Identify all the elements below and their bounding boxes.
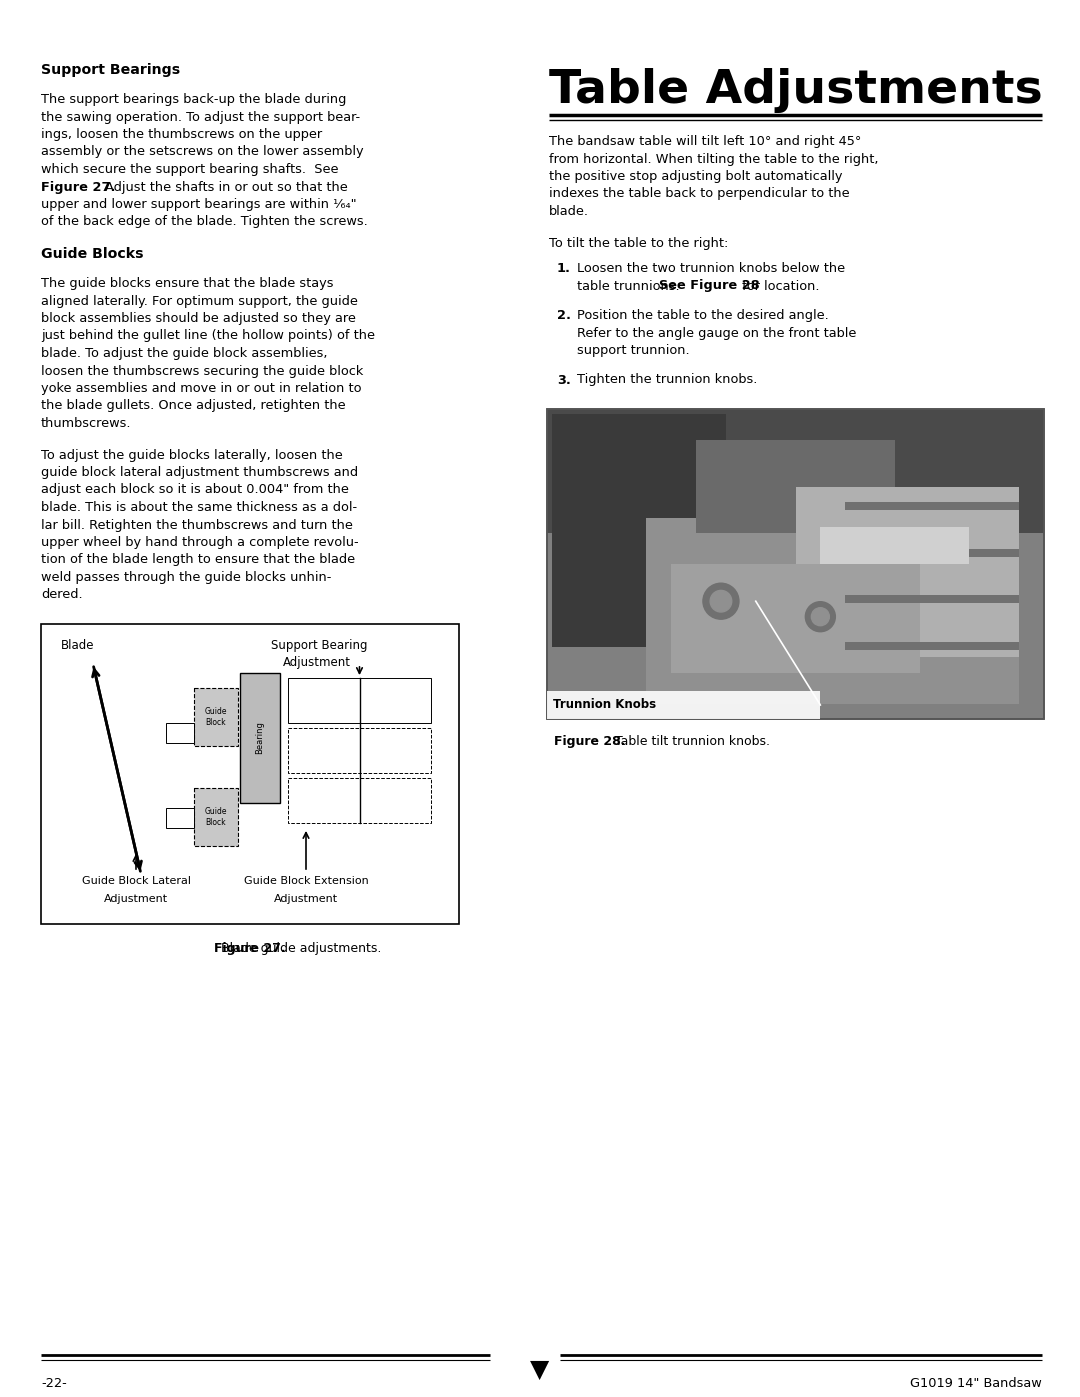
Circle shape	[806, 602, 835, 631]
Text: Blade: Blade	[60, 638, 95, 652]
Bar	[166, 724, 194, 743]
Text: for location.: for location.	[738, 279, 820, 292]
Text: loosen the thumbscrews securing the guide block: loosen the thumbscrews securing the guid…	[41, 365, 363, 377]
Text: Tighten the trunnion knobs.: Tighten the trunnion knobs.	[577, 373, 757, 387]
Text: Refer to the angle gauge on the front table: Refer to the angle gauge on the front ta…	[577, 327, 856, 339]
Bar	[194, 788, 238, 847]
Text: table trunnions.: table trunnions.	[577, 279, 684, 292]
Text: 1.: 1.	[557, 263, 571, 275]
Text: assembly or the setscrews on the lower assembly: assembly or the setscrews on the lower a…	[41, 145, 364, 158]
Text: 2.: 2.	[557, 309, 571, 321]
Text: adjust each block so it is about 0.004" from the: adjust each block so it is about 0.004" …	[41, 483, 349, 496]
Text: just behind the gullet line (the hollow points) of the: just behind the gullet line (the hollow …	[41, 330, 375, 342]
Bar	[194, 687, 238, 746]
Text: of the back edge of the blade. Tighten the screws.: of the back edge of the blade. Tighten t…	[41, 215, 368, 229]
Bar	[846, 641, 1020, 650]
Text: G1019 14" Bandsaw: G1019 14" Bandsaw	[910, 1377, 1042, 1390]
Text: Guide
Block: Guide Block	[205, 807, 227, 827]
Text: Bearing: Bearing	[256, 722, 265, 754]
Text: Support Bearings: Support Bearings	[41, 63, 180, 77]
Text: Figure 27.: Figure 27.	[41, 180, 116, 194]
Text: tion of the blade length to ensure that the blade: tion of the blade length to ensure that …	[41, 553, 355, 567]
Text: The support bearings back-up the blade during: The support bearings back-up the blade d…	[41, 94, 347, 106]
Text: The bandsaw table will tilt left 10° and right 45°: The bandsaw table will tilt left 10° and…	[549, 136, 862, 148]
Bar	[288, 728, 431, 773]
Text: block assemblies should be adjusted so they are: block assemblies should be adjusted so t…	[41, 312, 356, 326]
Text: Figure 28.: Figure 28.	[554, 735, 625, 747]
Text: Adjust the shafts in or out so that the: Adjust the shafts in or out so that the	[102, 180, 348, 194]
Bar	[821, 527, 970, 564]
Text: which secure the support bearing shafts.  See: which secure the support bearing shafts.…	[41, 163, 338, 176]
Bar	[546, 409, 1044, 719]
Text: Loosen the two trunnion knobs below the: Loosen the two trunnion knobs below the	[577, 263, 846, 275]
Text: indexes the table back to perpendicular to the: indexes the table back to perpendicular …	[549, 187, 850, 201]
Text: lar bill. Retighten the thumbscrews and turn the: lar bill. Retighten the thumbscrews and …	[41, 518, 353, 531]
Bar	[647, 517, 1020, 704]
Text: See Figure 28: See Figure 28	[659, 279, 759, 292]
Text: Table tilt trunnion knobs.: Table tilt trunnion knobs.	[611, 735, 770, 747]
Text: the sawing operation. To adjust the support bear-: the sawing operation. To adjust the supp…	[41, 110, 360, 123]
Bar	[546, 692, 821, 719]
Text: Adjustment: Adjustment	[104, 894, 168, 904]
Text: upper wheel by hand through a complete revolu-: upper wheel by hand through a complete r…	[41, 536, 359, 549]
Text: weld passes through the guide blocks unhin-: weld passes through the guide blocks unh…	[41, 571, 332, 584]
Text: the blade gullets. Once adjusted, retighten the: the blade gullets. Once adjusted, retigh…	[41, 400, 346, 412]
Text: Position the table to the desired angle.: Position the table to the desired angle.	[577, 309, 828, 321]
Text: upper and lower support bearings are within ¹⁄₆₄": upper and lower support bearings are wit…	[41, 198, 356, 211]
Text: Guide Block Extension: Guide Block Extension	[244, 876, 368, 886]
Bar	[846, 549, 1020, 556]
Circle shape	[711, 591, 732, 612]
Text: 3.: 3.	[557, 373, 571, 387]
Text: Guide
Block: Guide Block	[205, 707, 227, 726]
Text: Adjustment: Adjustment	[274, 894, 338, 904]
Text: Support Bearing: Support Bearing	[271, 638, 367, 652]
Text: To adjust the guide blocks laterally, loosen the: To adjust the guide blocks laterally, lo…	[41, 448, 342, 461]
Text: blade. This is about the same thickness as a dol-: blade. This is about the same thickness …	[41, 502, 357, 514]
Text: blade. To adjust the guide block assemblies,: blade. To adjust the guide block assembl…	[41, 346, 327, 360]
Bar	[846, 595, 1020, 604]
Bar	[240, 673, 280, 803]
Bar	[546, 409, 1044, 534]
Text: aligned laterally. For optimum support, the guide: aligned laterally. For optimum support, …	[41, 295, 357, 307]
Text: thumbscrews.: thumbscrews.	[41, 416, 132, 430]
Circle shape	[811, 608, 829, 626]
Text: support trunnion.: support trunnion.	[577, 344, 690, 358]
Circle shape	[703, 583, 739, 619]
Text: Guide Block Lateral: Guide Block Lateral	[81, 876, 190, 886]
Text: blade.: blade.	[549, 205, 589, 218]
Text: yoke assemblies and move in or out in relation to: yoke assemblies and move in or out in re…	[41, 381, 362, 395]
Text: ▼: ▼	[530, 1358, 550, 1382]
Text: from horizontal. When tilting the table to the right,: from horizontal. When tilting the table …	[549, 152, 878, 165]
Text: dered.: dered.	[41, 588, 83, 602]
Text: -22-: -22-	[41, 1377, 67, 1390]
Text: the positive stop adjusting bolt automatically: the positive stop adjusting bolt automat…	[549, 170, 842, 183]
Text: Blade guide adjustments.: Blade guide adjustments.	[217, 942, 381, 956]
Bar	[846, 502, 1020, 510]
Text: Adjustment: Adjustment	[283, 657, 351, 669]
Bar	[697, 440, 895, 534]
Text: Table Adjustments: Table Adjustments	[549, 68, 1042, 113]
Bar	[672, 564, 920, 672]
Text: To tilt the table to the right:: To tilt the table to the right:	[549, 236, 728, 250]
Bar	[288, 778, 431, 823]
Text: Guide Blocks: Guide Blocks	[41, 247, 144, 261]
Text: ings, loosen the thumbscrews on the upper: ings, loosen the thumbscrews on the uppe…	[41, 129, 322, 141]
Bar	[166, 807, 194, 828]
Bar	[796, 486, 1020, 657]
Bar	[41, 624, 459, 923]
Text: Trunnion Knobs: Trunnion Knobs	[553, 698, 657, 711]
Text: Figure 27.: Figure 27.	[214, 942, 286, 956]
Text: The guide blocks ensure that the blade stays: The guide blocks ensure that the blade s…	[41, 277, 334, 291]
Bar	[546, 409, 1044, 719]
Bar	[288, 678, 431, 724]
Text: guide block lateral adjustment thumbscrews and: guide block lateral adjustment thumbscre…	[41, 467, 359, 479]
Bar	[552, 414, 726, 647]
